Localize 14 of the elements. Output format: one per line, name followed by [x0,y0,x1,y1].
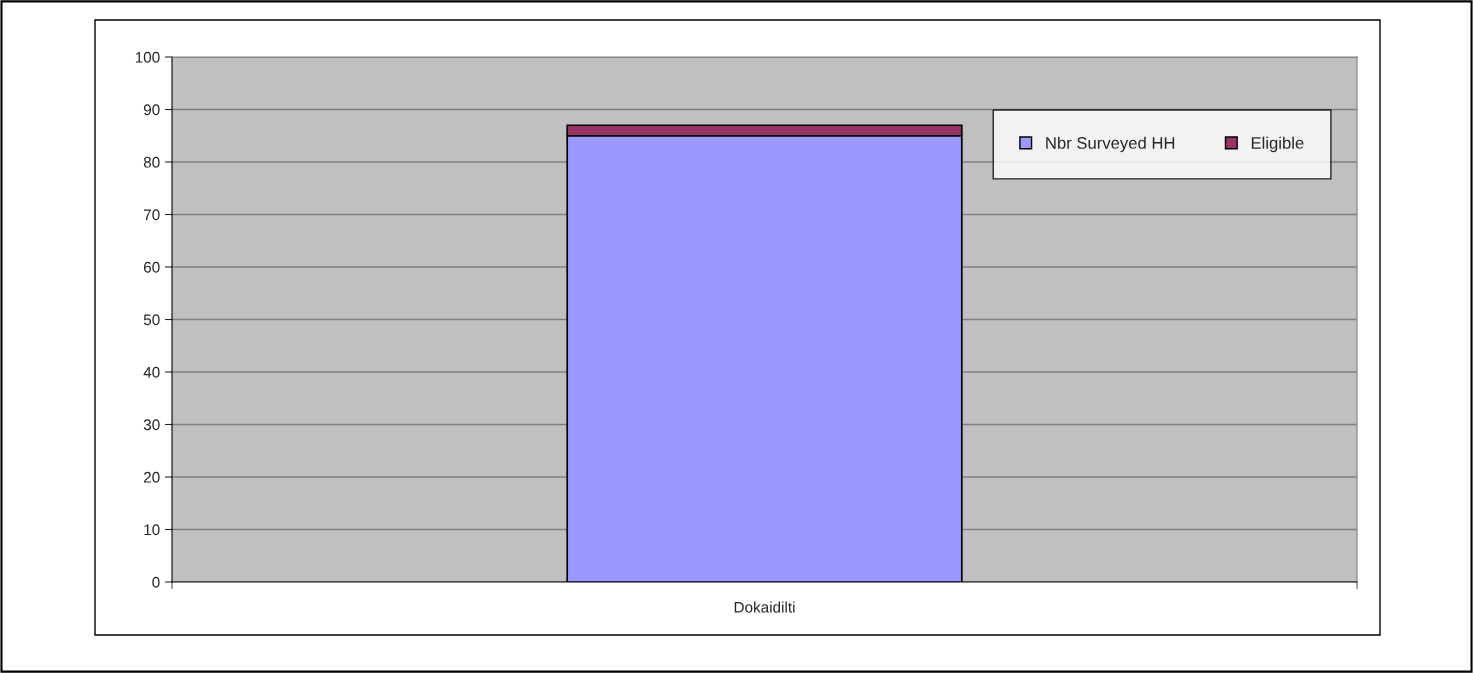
x-tick-label: Dokaidilti [734,601,795,613]
y-tick-label: 60 [143,261,160,273]
y-tick-label: 80 [143,156,160,168]
legend-label: Nbr Surveyed HH [1046,136,1175,153]
legend-label: Eligible [1251,136,1304,153]
y-tick-label: 0 [152,576,160,588]
y-tick-label: 40 [143,366,160,378]
y-tick-label: 50 [143,314,160,326]
y-tick-label: 70 [143,209,160,221]
y-tick-label: 90 [143,104,160,116]
y-tick-label: 10 [144,524,160,536]
y-tick-label: 30 [143,419,160,431]
y-tick-label: 100 [135,51,160,63]
y-tick-label: 20 [143,471,160,483]
